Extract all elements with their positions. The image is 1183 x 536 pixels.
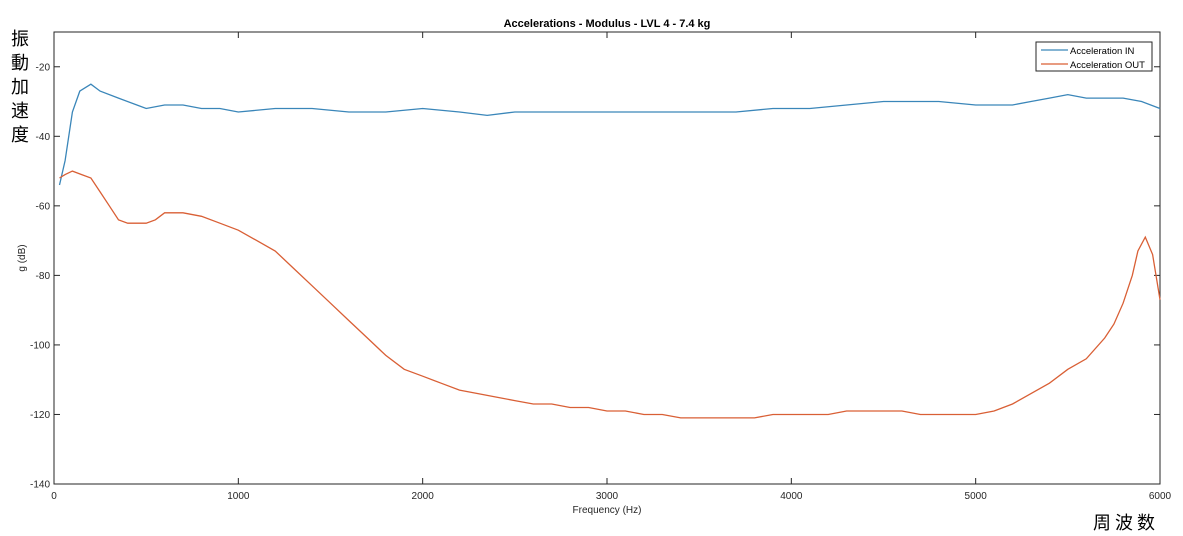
series-lines — [58, 83, 1161, 419]
y-tick-label: -60 — [36, 201, 51, 212]
x-tick-label: 0 — [51, 491, 57, 502]
x-axis-label: Frequency (Hz) — [573, 505, 642, 516]
y-axis-label: g (dB) — [17, 244, 28, 271]
y-tick-label: -40 — [36, 132, 51, 143]
y-side-annotation: 振 動 加 速 度 — [11, 28, 33, 148]
x-tick-label: 5000 — [965, 491, 988, 502]
y-tick-label: -80 — [36, 271, 51, 282]
legend: Acceleration IN Acceleration OUT — [1035, 41, 1153, 72]
x-tick-label: 6000 — [1149, 491, 1172, 502]
y-side-char: 度 — [11, 125, 29, 146]
x-side-annotation: 周波数 — [1093, 513, 1159, 534]
x-tick-label: 1000 — [227, 491, 250, 502]
legend-box — [1035, 41, 1153, 72]
x-tick-label: 3000 — [596, 491, 619, 502]
x-tick-label: 2000 — [412, 491, 435, 502]
series-line-acceleration-in — [58, 83, 1161, 186]
axis-ticks: 0 1000 2000 3000 4000 5000 6000 -140 -120 -100 -80… — [30, 32, 1172, 502]
y-tick-label: -140 — [30, 480, 50, 491]
y-side-char: 振 — [11, 29, 29, 50]
x-tick-label: 4000 — [780, 491, 803, 502]
y-side-char: 加 — [11, 77, 29, 98]
y-tick-label: -20 — [36, 62, 51, 73]
y-tick-label: -100 — [30, 340, 50, 351]
legend-label-out: Acceleration OUT — [1070, 60, 1145, 71]
y-side-char: 動 — [11, 53, 29, 74]
chart-title: Accelerations - Modulus - LVL 4 - 7.4 kg — [504, 18, 711, 30]
y-side-char: 速 — [11, 101, 29, 122]
series-line-acceleration-out — [59, 170, 1161, 419]
y-tick-label: -120 — [30, 410, 50, 421]
plot-area — [53, 31, 1161, 485]
legend-label-in: Acceleration IN — [1070, 46, 1135, 57]
